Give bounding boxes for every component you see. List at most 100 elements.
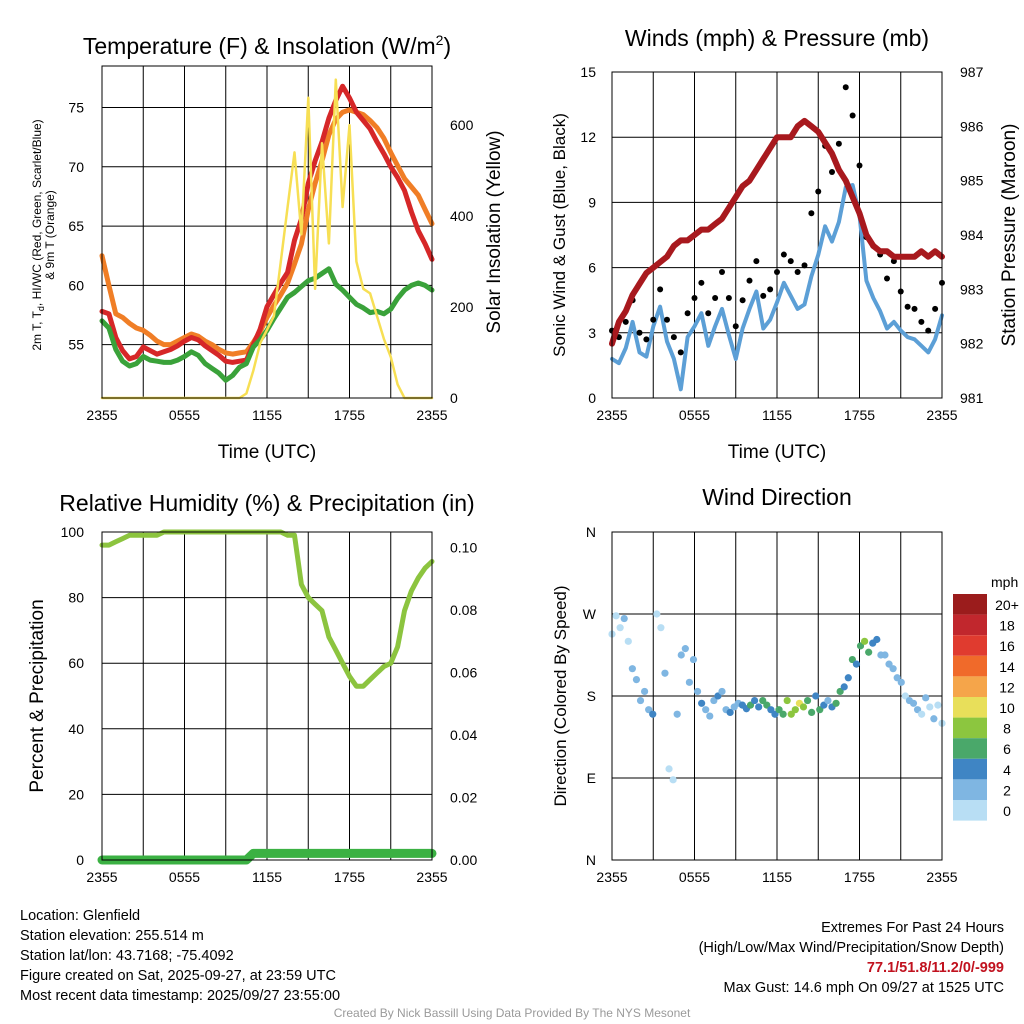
temp-ytick-label: 55	[68, 337, 84, 353]
dir-legend-swatch	[953, 594, 987, 615]
wind-xtick-label: 2355	[926, 407, 957, 423]
wind-xtick-label: 0555	[679, 407, 710, 423]
wind-gust-point	[767, 286, 774, 293]
dir-legend-swatch	[953, 676, 987, 697]
wind-series-sonic	[610, 183, 944, 392]
rh-title: Relative Humidity (%) & Precipitation (i…	[59, 490, 474, 516]
dir-legend-label: 0	[1003, 803, 1011, 819]
dir-xtick-label: 1755	[844, 869, 875, 885]
wind-gust-point	[664, 316, 670, 323]
temp-title-end: )	[443, 33, 451, 59]
wind-gust-point	[911, 305, 918, 312]
wind-gust-point	[794, 268, 801, 275]
dir-point	[620, 614, 628, 623]
dir-point	[636, 696, 645, 705]
wind-ytick-label: 6	[588, 260, 596, 276]
dir-title: Wind Direction	[702, 484, 852, 510]
station-info: Location: Glenfield Station elevation: 2…	[20, 906, 340, 1006]
dir-ytick-label: E	[587, 770, 596, 786]
temp-title-main: Temperature (F) & Insolation (W/m	[83, 33, 436, 59]
dir-point	[918, 710, 926, 718]
dir-point	[779, 710, 787, 718]
dir-point	[669, 776, 677, 784]
rh-chart: 2355 0555 1155 1755 23550204060801000.000.02…	[27, 490, 477, 885]
wind-series-pressure	[609, 117, 945, 347]
dir-point	[799, 703, 808, 711]
rh-xtick-label: 0555	[169, 869, 200, 885]
wind-y2tick-label: 983	[960, 281, 984, 297]
wind-gust-point	[705, 310, 712, 317]
temp-xtick-label: 1155	[252, 407, 282, 423]
dir-legend-label: 4	[1003, 762, 1011, 778]
dir-point	[616, 624, 624, 632]
temp-ytick-label: 70	[68, 159, 84, 175]
dir-point	[791, 706, 799, 714]
dir-ytick-label: N	[586, 524, 596, 540]
wind-gust-point	[780, 251, 787, 258]
wind-gust-point	[760, 292, 767, 299]
dir-point	[677, 651, 685, 659]
wind-gust-point	[787, 258, 794, 265]
temp-xlabel: Time (UTC)	[218, 442, 317, 463]
dir-xtick-label: 1155	[762, 869, 792, 885]
temp-plot-border	[101, 65, 433, 399]
wind-gust-point	[725, 295, 732, 302]
wind-y2tick-label: 987	[960, 64, 984, 80]
dir-point	[844, 674, 852, 682]
dir-point	[673, 710, 681, 718]
rh-ytick-label: 20	[68, 786, 84, 802]
wind-gust-point	[835, 140, 842, 147]
dir-point	[653, 610, 661, 618]
wind-ytick-label: 3	[588, 325, 596, 341]
rh-ylabel: Percent & Precipitation	[27, 599, 48, 792]
dir-legend-label: 10	[999, 700, 1015, 716]
dir-legend-swatch	[953, 758, 987, 780]
wind-gust-point	[918, 318, 925, 325]
dir-point	[689, 655, 698, 664]
temp-y2tick-label: 400	[450, 208, 474, 224]
rh-y2tick-label: 0.08	[450, 602, 477, 618]
wind-gust-point	[904, 303, 911, 310]
temp-series-2m-t	[99, 83, 435, 365]
wind-ytick-label: 12	[580, 129, 596, 145]
temp-y2label: Solar Insolation (Yellow)	[484, 130, 505, 333]
dir-legend: mph 20+ 18 16 14 12 10 8 6 4 2 0	[953, 574, 1019, 821]
dir-point	[755, 703, 763, 711]
wind-ytick-label: 9	[588, 194, 596, 210]
dir-legend-swatch	[953, 697, 987, 718]
rh-ytick-label: 60	[68, 655, 84, 671]
dir-ytick-label: W	[583, 606, 597, 622]
recent-timestamp: Most recent data timestamp: 2025/09/27 2…	[20, 988, 341, 1004]
wind-gust-point	[842, 84, 849, 91]
station-location: Location: Glenfield	[20, 908, 141, 924]
dir-legend-label: 8	[1003, 721, 1011, 737]
dir-point	[628, 665, 636, 673]
temp-xtick-label: 2355	[86, 407, 117, 423]
dir-legend-label: 6	[1003, 741, 1011, 757]
wind-gust-point	[884, 275, 890, 282]
dir-legend-label: 18	[999, 618, 1015, 634]
wind-gust-point	[815, 188, 822, 195]
rh-y2tick-label: 0.04	[450, 727, 477, 743]
extremes-title: Extremes For Past 24 Hours	[821, 920, 1004, 936]
dir-legend-label: 2	[1003, 782, 1011, 798]
dir-xtick-label: 2355	[926, 869, 957, 885]
rh-y2tick-label: 0.10	[450, 540, 477, 556]
temp-ylabel-line2: & 9m T (Orange)	[43, 190, 57, 280]
dir-point	[702, 706, 710, 714]
dir-point	[661, 669, 669, 677]
wind-y2label: Station Pressure (Maroon)	[999, 124, 1020, 347]
dir-point	[824, 696, 832, 705]
wind-gust-point	[650, 316, 657, 323]
wind-gust-point	[753, 258, 760, 265]
wind-gust-point	[719, 268, 725, 275]
temp-y2tick-label: 600	[450, 117, 474, 133]
dir-point	[632, 676, 641, 684]
wind-gust-point	[801, 262, 808, 269]
dir-point	[706, 712, 714, 720]
temp-ylabel-sub: d	[36, 306, 46, 311]
dir-point	[624, 637, 632, 645]
dir-point	[897, 678, 905, 686]
